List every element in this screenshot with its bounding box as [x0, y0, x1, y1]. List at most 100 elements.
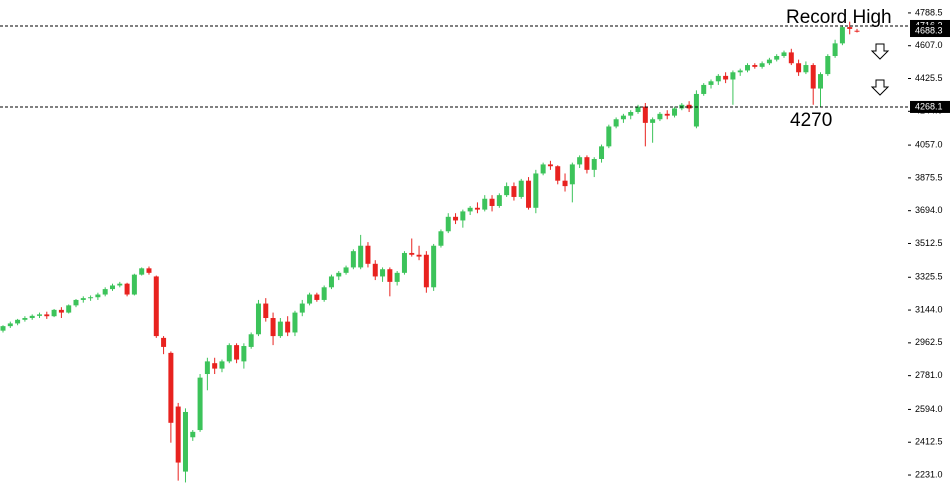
candle-body [620, 115, 626, 120]
candle-body [606, 126, 612, 147]
candle-body [401, 252, 407, 273]
candle-body [540, 164, 546, 174]
y-tick-label: 3325.5 [915, 272, 943, 282]
candle-body [701, 84, 707, 94]
candle-body [175, 406, 181, 463]
candle-body [518, 180, 524, 197]
candle-body [613, 119, 619, 127]
candle-body [343, 267, 349, 273]
candle-body [44, 314, 50, 317]
candle-body [7, 323, 13, 327]
y-tick-label: 2594.0 [915, 404, 943, 414]
candle-body [380, 269, 386, 277]
candle-body [182, 411, 188, 472]
candle-body [255, 303, 261, 335]
candle-body [796, 63, 802, 73]
candle-body [299, 303, 305, 313]
candle-body [394, 272, 400, 282]
candle-body [752, 65, 758, 67]
level-label-box [910, 100, 950, 113]
candle-body [124, 283, 130, 295]
candle-body [131, 274, 137, 295]
candle-body [693, 93, 699, 127]
candle-body [818, 74, 824, 89]
candle-body [109, 285, 115, 290]
candle-body [803, 65, 809, 73]
y-tick-label: 4425.5 [915, 73, 943, 83]
candle-body [577, 157, 583, 165]
candle-body [569, 164, 575, 185]
y-tick-label: 3875.5 [915, 172, 943, 182]
candle-body [95, 294, 101, 298]
candle-body [197, 377, 203, 431]
annotation-record-high: Record High [786, 7, 892, 28]
candle-body [73, 299, 79, 306]
candle-body [547, 164, 553, 167]
y-tick-label: 2231.0 [915, 469, 943, 479]
candle-body [336, 272, 342, 277]
candle-body [431, 245, 437, 288]
candle-body [496, 195, 502, 206]
candle-body [591, 159, 597, 170]
candle-body [350, 251, 356, 268]
candle-body [285, 321, 291, 333]
candle-body [650, 119, 656, 123]
last-price-label: 4688.3 [915, 25, 943, 35]
candle-body [139, 268, 145, 275]
down-arrow-icon [870, 79, 890, 96]
candle-body [504, 186, 510, 196]
y-tick-label: 4788.5 [915, 7, 943, 17]
candle-body [29, 315, 35, 319]
y-tick-label: 3512.5 [915, 238, 943, 248]
candle-body [438, 231, 444, 246]
candle-body [15, 319, 21, 324]
candle-body [839, 27, 845, 44]
candle-body [248, 334, 254, 347]
candle-body [555, 166, 561, 181]
candle-body [36, 314, 42, 316]
candle-body [190, 431, 196, 438]
candle-body [774, 56, 780, 60]
candle-body [277, 321, 283, 337]
candle-body [745, 65, 751, 71]
last-price-box [910, 25, 950, 38]
candle-body [212, 363, 218, 369]
candle-body [526, 180, 532, 208]
annotation-support: 4270 [790, 110, 832, 131]
candle-body [102, 289, 108, 295]
y-tick-label: 3694.0 [915, 205, 943, 215]
candle-body [788, 52, 794, 64]
candle-body [409, 252, 415, 255]
candle-body [321, 287, 327, 300]
candle-body [825, 56, 831, 75]
candle-body [460, 211, 466, 221]
candle-body [642, 106, 648, 123]
candle-body [453, 216, 459, 221]
candle-body [387, 269, 393, 282]
candle-body [854, 30, 860, 32]
candle-body [372, 263, 378, 277]
candle-body [686, 104, 692, 109]
candle-body [810, 65, 816, 89]
candle-body [51, 309, 57, 317]
candle-body [628, 112, 634, 116]
candle-body [474, 207, 480, 210]
candle-body [80, 298, 86, 300]
candle-body [314, 294, 320, 300]
candle-body [263, 303, 269, 319]
candle-body [672, 108, 678, 116]
candle-body [234, 345, 240, 360]
candle-body [657, 113, 663, 120]
candle-body [730, 72, 736, 80]
candle-body [358, 245, 364, 268]
candle-body [270, 318, 276, 337]
candle-body [489, 198, 495, 206]
candle-body [715, 75, 721, 82]
candle-body [365, 245, 371, 264]
candle-body [781, 52, 787, 57]
candle-body [66, 305, 72, 313]
candle-body [847, 27, 853, 29]
candle-body [723, 75, 729, 80]
